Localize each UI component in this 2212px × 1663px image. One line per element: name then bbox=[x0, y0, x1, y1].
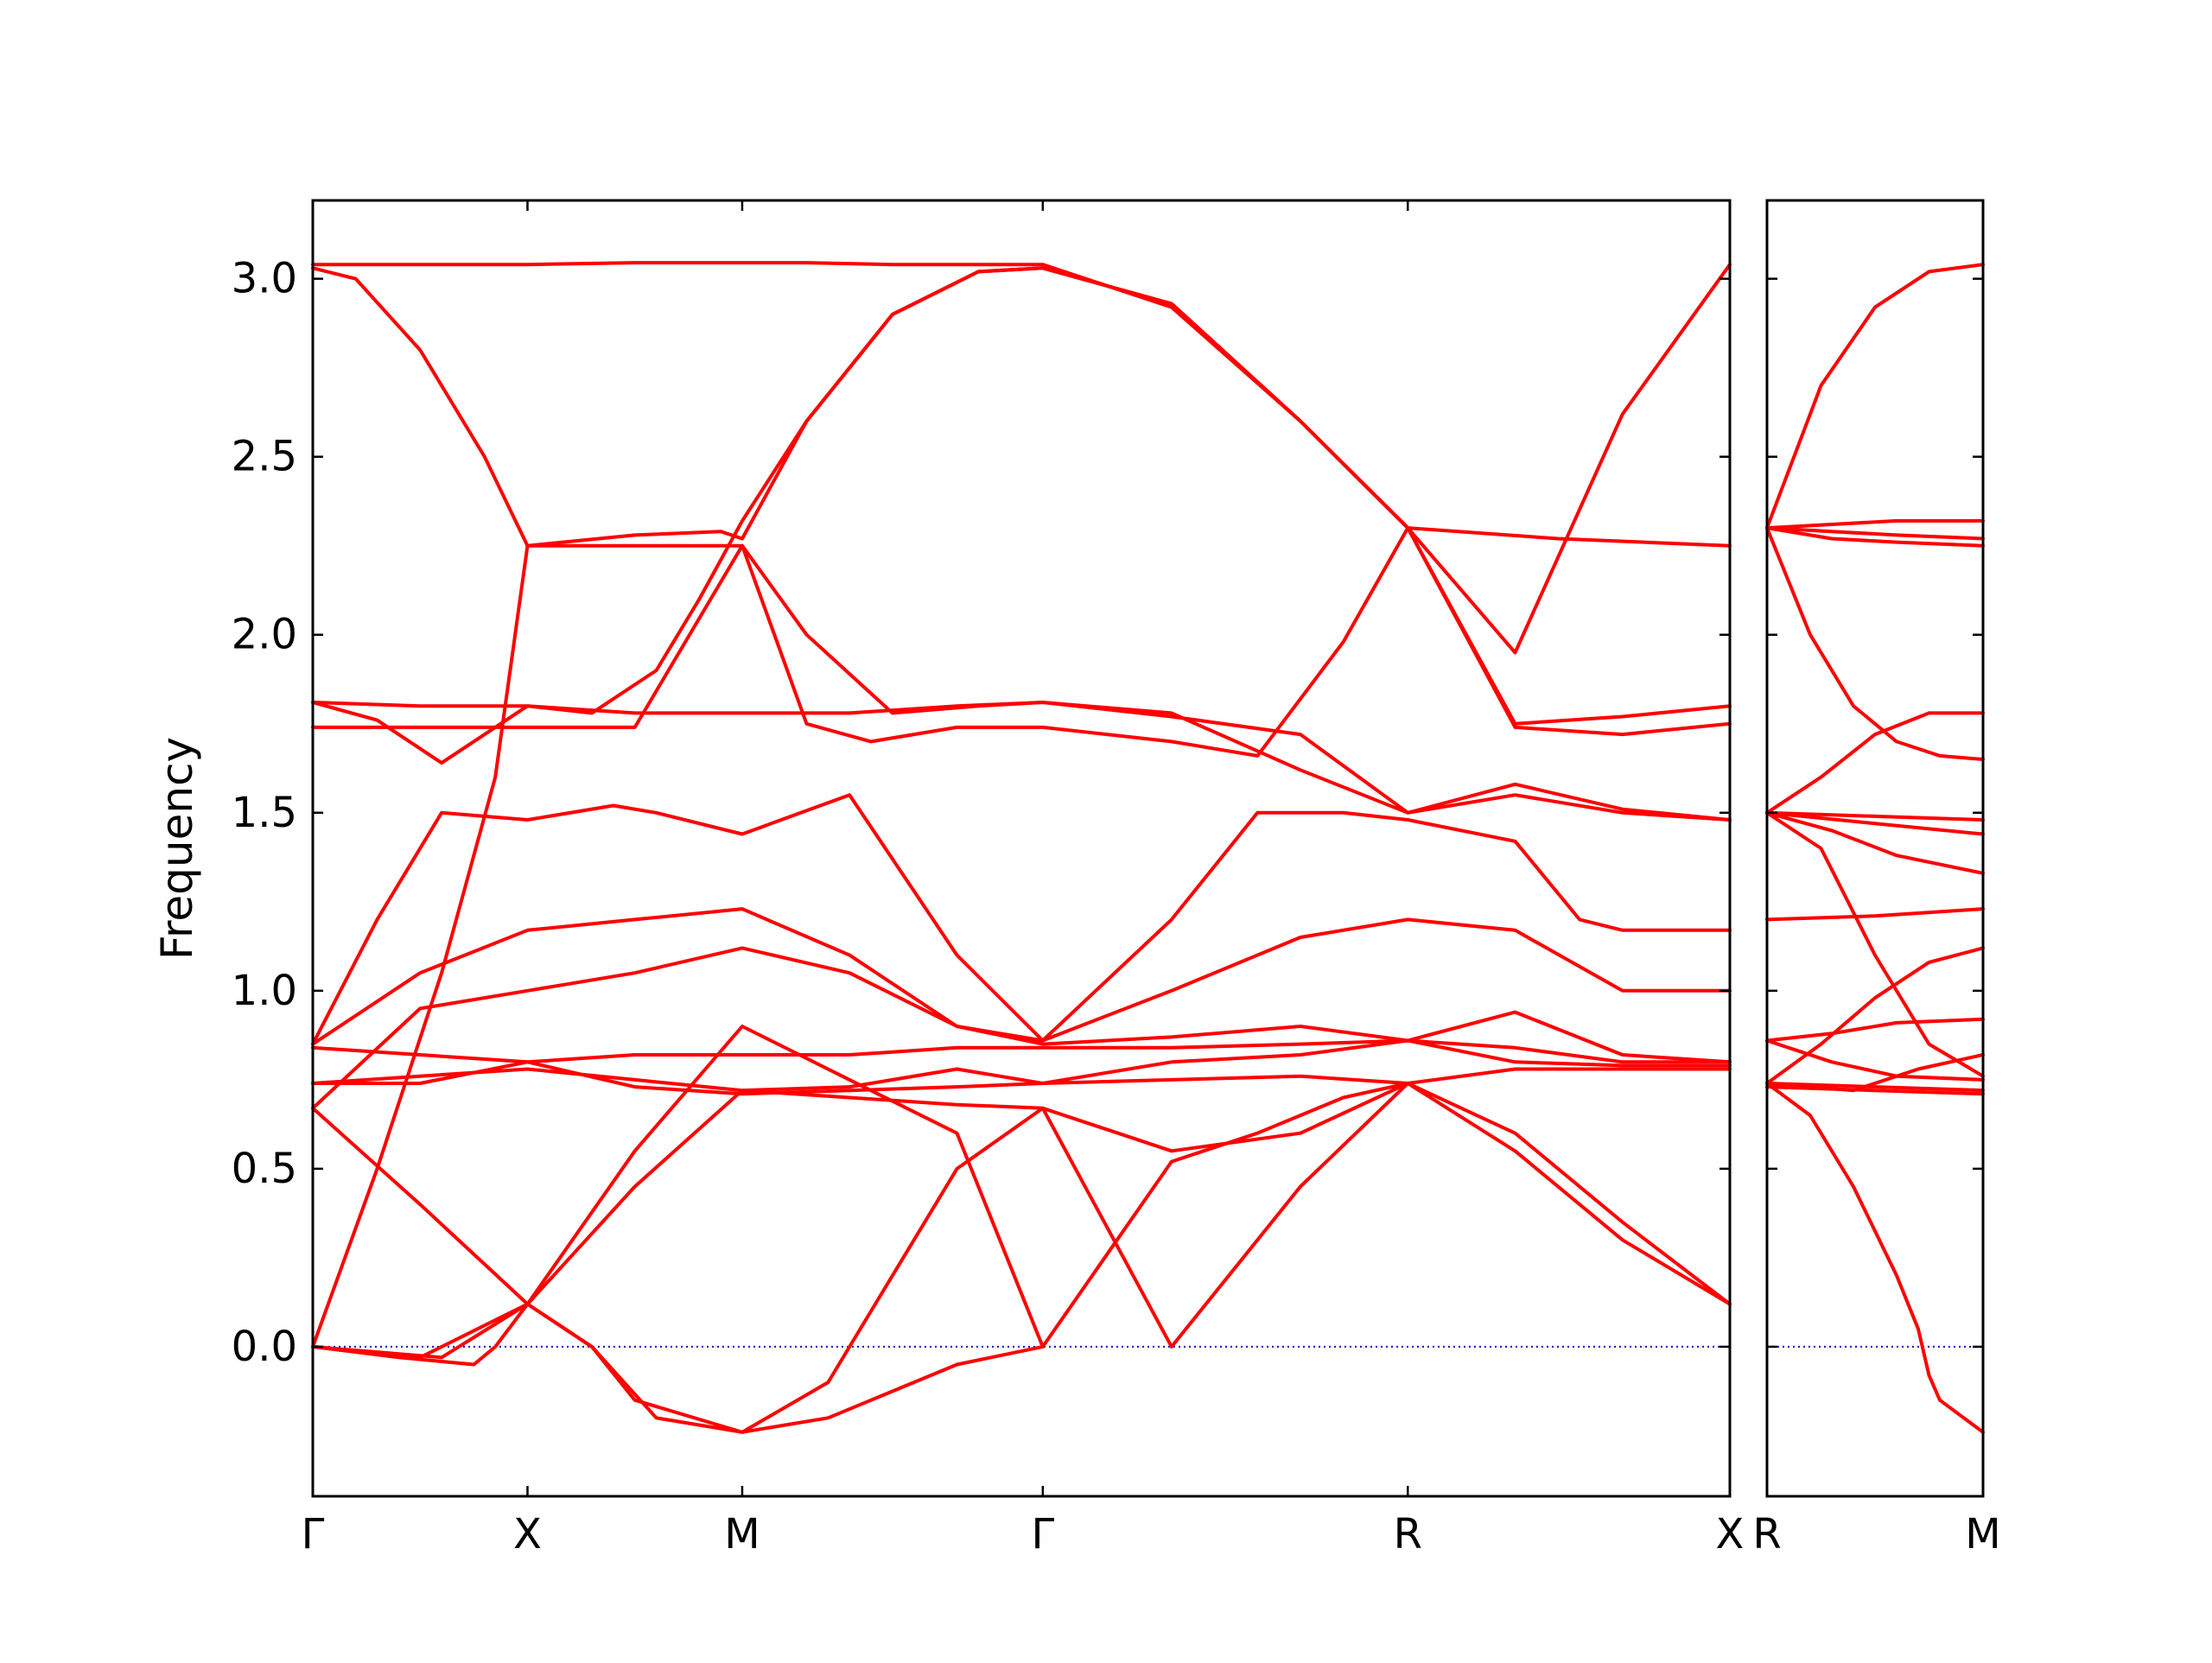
band-line-main-3 bbox=[311, 263, 1732, 765]
band-line-main-11 bbox=[311, 1060, 1732, 1096]
band-line-right-8 bbox=[1765, 810, 1985, 875]
y-tick-label-5: 2.5 bbox=[232, 433, 297, 481]
y-tick-label-6: 3.0 bbox=[232, 255, 297, 303]
y-axis-label: Frequency bbox=[152, 737, 202, 960]
y-tick-label-3: 1.5 bbox=[232, 789, 297, 837]
x-tick-label-main-5: X bbox=[1716, 1510, 1745, 1558]
band-line-right-7 bbox=[1765, 810, 1985, 836]
axes-frame-main bbox=[311, 199, 1732, 1498]
band-line-right-15 bbox=[1765, 1082, 1985, 1093]
y-tick-label-1: 0.5 bbox=[232, 1145, 297, 1193]
band-line-right-13 bbox=[1765, 1038, 1985, 1082]
band-line-right-17 bbox=[1765, 1082, 1985, 1434]
band-line-main-6 bbox=[311, 793, 1732, 1046]
band-line-right-1 bbox=[1765, 518, 1985, 530]
band-line-main-4 bbox=[311, 526, 1732, 758]
band-line-right-12 bbox=[1765, 946, 1985, 1085]
band-line-main-0 bbox=[311, 261, 1732, 548]
x-tick-label-right-0: R bbox=[1752, 1510, 1781, 1558]
band-line-main-5 bbox=[311, 701, 1732, 822]
band-line-right-16 bbox=[1765, 1085, 1985, 1096]
x-tick-label-right-1: M bbox=[1965, 1510, 2000, 1558]
band-line-main-9 bbox=[311, 1038, 1732, 1064]
band-line-right-9 bbox=[1765, 810, 1985, 1078]
band-line-right-2 bbox=[1765, 526, 1985, 541]
band-line-main-7 bbox=[311, 907, 1732, 1046]
band-line-right-5 bbox=[1765, 711, 1985, 815]
band-line-main-8 bbox=[311, 946, 1732, 1110]
band-line-main-2 bbox=[311, 266, 1732, 1349]
band-line-right-11 bbox=[1765, 1017, 1985, 1043]
band-line-main-1 bbox=[311, 266, 1732, 822]
band-line-main-10 bbox=[311, 1038, 1732, 1093]
y-tick-label-4: 2.0 bbox=[232, 611, 297, 659]
band-line-main-12 bbox=[311, 1082, 1732, 1306]
axes-frame-right bbox=[1765, 199, 1985, 1498]
band-line-main-15 bbox=[311, 1302, 1045, 1434]
band-line-right-10 bbox=[1765, 907, 1985, 922]
x-tick-label-main-3: Γ bbox=[1031, 1510, 1054, 1558]
band-line-right-3 bbox=[1765, 526, 1985, 548]
band-line-right-6 bbox=[1765, 810, 1985, 822]
y-tick-label-0: 0.0 bbox=[232, 1323, 297, 1371]
x-tick-label-main-1: X bbox=[513, 1510, 542, 1558]
x-tick-label-main-2: M bbox=[724, 1510, 760, 1558]
x-tick-label-main-0: Γ bbox=[302, 1510, 325, 1558]
y-tick-label-2: 1.0 bbox=[232, 967, 297, 1015]
x-tick-label-main-4: R bbox=[1394, 1510, 1422, 1558]
band-line-right-0 bbox=[1765, 263, 1985, 530]
band-line-right-4 bbox=[1765, 526, 1985, 761]
